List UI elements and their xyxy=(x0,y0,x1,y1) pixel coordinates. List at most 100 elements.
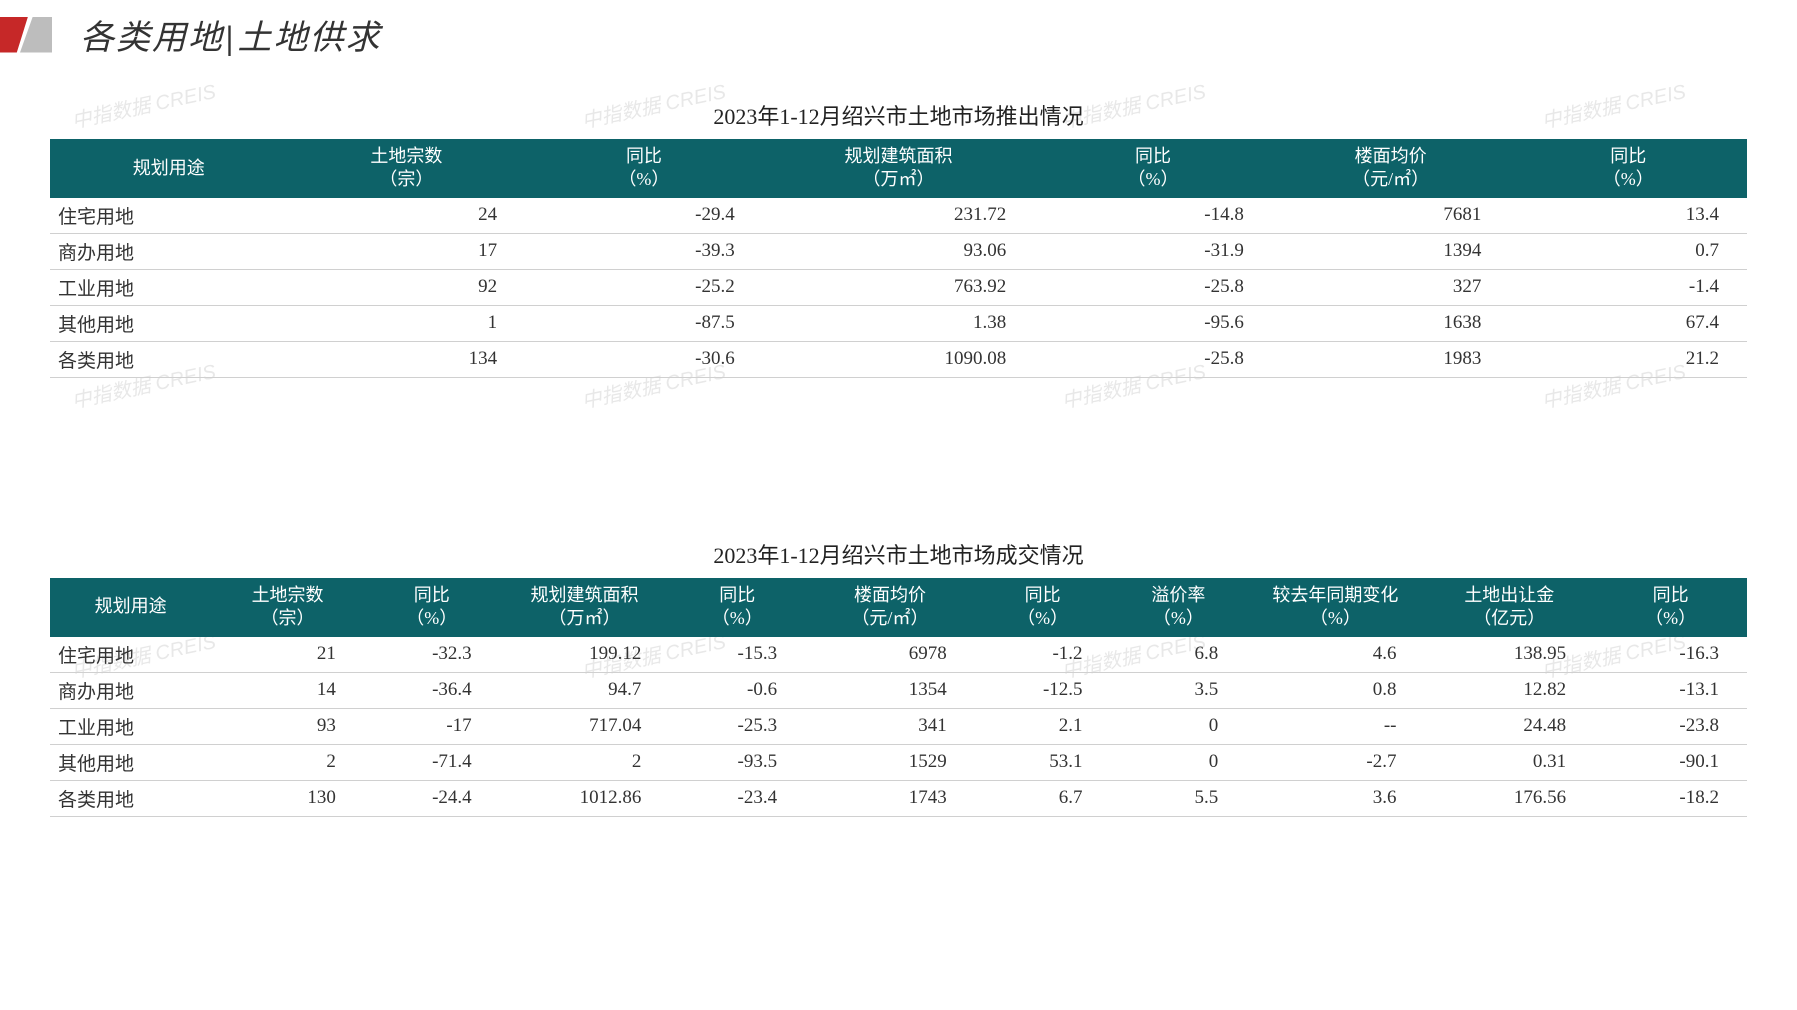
cell: 0.31 xyxy=(1424,744,1594,780)
cell: 6.8 xyxy=(1111,637,1247,673)
table1-header: 规划用途 xyxy=(50,139,288,198)
cell: -12.5 xyxy=(975,672,1111,708)
cell: 0 xyxy=(1111,744,1247,780)
cell: 341 xyxy=(805,708,975,744)
cell: -95.6 xyxy=(1034,305,1272,341)
cell: -2.7 xyxy=(1246,744,1424,780)
cell: -17 xyxy=(364,708,500,744)
cell: 24 xyxy=(288,198,526,234)
cell: 53.1 xyxy=(975,744,1111,780)
cell: 2 xyxy=(500,744,670,780)
cell: -23.4 xyxy=(669,780,805,816)
cell: 1983 xyxy=(1272,341,1510,377)
table-row: 住宅用地21-32.3199.12-15.36978-1.26.84.6138.… xyxy=(50,637,1747,673)
cell: -36.4 xyxy=(364,672,500,708)
cell: 21 xyxy=(211,637,364,673)
cell: 1012.86 xyxy=(500,780,670,816)
cell: 21.2 xyxy=(1509,341,1747,377)
table2-header: 同比（%） xyxy=(364,578,500,637)
cell: 327 xyxy=(1272,269,1510,305)
cell: 1638 xyxy=(1272,305,1510,341)
row-label: 商办用地 xyxy=(50,672,211,708)
cell: 3.5 xyxy=(1111,672,1247,708)
cell: 93 xyxy=(211,708,364,744)
cell: 94.7 xyxy=(500,672,670,708)
cell: -13.1 xyxy=(1594,672,1747,708)
table2-header: 溢价率（%） xyxy=(1111,578,1247,637)
page-header: 各类用地|土地供求 xyxy=(0,0,1797,69)
cell: 717.04 xyxy=(500,708,670,744)
cell: 6.7 xyxy=(975,780,1111,816)
table-row: 工业用地93-17717.04-25.33412.10--24.48-23.8 xyxy=(50,708,1747,744)
cell: 17 xyxy=(288,233,526,269)
table-row: 工业用地92-25.2763.92-25.8327-1.4 xyxy=(50,269,1747,305)
table1-header: 规划建筑面积（万㎡） xyxy=(763,139,1035,198)
table1-header: 同比（%） xyxy=(525,139,763,198)
table1-header: 同比（%） xyxy=(1509,139,1747,198)
table2-header: 土地宗数（宗） xyxy=(211,578,364,637)
cell: -16.3 xyxy=(1594,637,1747,673)
cell: 92 xyxy=(288,269,526,305)
table1-header: 同比（%） xyxy=(1034,139,1272,198)
table2-header: 规划用途 xyxy=(50,578,211,637)
cell: -- xyxy=(1246,708,1424,744)
row-label: 各类用地 xyxy=(50,341,288,377)
cell: 231.72 xyxy=(763,198,1035,234)
cell: -1.2 xyxy=(975,637,1111,673)
table2-header: 楼面均价（元/㎡） xyxy=(805,578,975,637)
row-label: 其他用地 xyxy=(50,744,211,780)
cell: 1529 xyxy=(805,744,975,780)
row-label: 工业用地 xyxy=(50,708,211,744)
row-label: 工业用地 xyxy=(50,269,288,305)
cell: 93.06 xyxy=(763,233,1035,269)
cell: 13.4 xyxy=(1509,198,1747,234)
cell: -14.8 xyxy=(1034,198,1272,234)
title-right: 土地供求 xyxy=(238,20,382,57)
row-label: 住宅用地 xyxy=(50,637,211,673)
table2-header: 同比（%） xyxy=(975,578,1111,637)
cell: 1394 xyxy=(1272,233,1510,269)
cell: 0 xyxy=(1111,708,1247,744)
cell: 24.48 xyxy=(1424,708,1594,744)
table-row: 其他用地2-71.42-93.5152953.10-2.70.31-90.1 xyxy=(50,744,1747,780)
cell: -23.8 xyxy=(1594,708,1747,744)
cell: 130 xyxy=(211,780,364,816)
cell: -29.4 xyxy=(525,198,763,234)
cell: 0.8 xyxy=(1246,672,1424,708)
row-label: 其他用地 xyxy=(50,305,288,341)
cell: -25.3 xyxy=(669,708,805,744)
cell: 1354 xyxy=(805,672,975,708)
table1: 规划用途土地宗数（宗）同比（%）规划建筑面积（万㎡）同比（%）楼面均价（元/㎡）… xyxy=(50,139,1747,378)
cell: 4.6 xyxy=(1246,637,1424,673)
table1-title: 2023年1-12月绍兴市土地市场推出情况 xyxy=(50,99,1747,131)
cell: -24.4 xyxy=(364,780,500,816)
cell: 199.12 xyxy=(500,637,670,673)
cell: 0.7 xyxy=(1509,233,1747,269)
cell: 3.6 xyxy=(1246,780,1424,816)
cell: -39.3 xyxy=(525,233,763,269)
table1-header: 土地宗数（宗） xyxy=(288,139,526,198)
table-row: 住宅用地24-29.4231.72-14.8768113.4 xyxy=(50,198,1747,234)
cell: -71.4 xyxy=(364,744,500,780)
row-label: 住宅用地 xyxy=(50,198,288,234)
cell: 1.38 xyxy=(763,305,1035,341)
cell: -18.2 xyxy=(1594,780,1747,816)
table2-title: 2023年1-12月绍兴市土地市场成交情况 xyxy=(50,538,1747,570)
table1-header: 楼面均价（元/㎡） xyxy=(1272,139,1510,198)
cell: 2.1 xyxy=(975,708,1111,744)
cell: -1.4 xyxy=(1509,269,1747,305)
cell: 138.95 xyxy=(1424,637,1594,673)
page-title: 各类用地|土地供求 xyxy=(80,10,382,59)
table2-header: 同比（%） xyxy=(669,578,805,637)
row-label: 商办用地 xyxy=(50,233,288,269)
cell: -0.6 xyxy=(669,672,805,708)
cell: -32.3 xyxy=(364,637,500,673)
cell: -87.5 xyxy=(525,305,763,341)
cell: 1090.08 xyxy=(763,341,1035,377)
cell: 12.82 xyxy=(1424,672,1594,708)
cell: 176.56 xyxy=(1424,780,1594,816)
table2-header: 同比（%） xyxy=(1594,578,1747,637)
table-row: 各类用地134-30.61090.08-25.8198321.2 xyxy=(50,341,1747,377)
cell: -31.9 xyxy=(1034,233,1272,269)
title-left: 各类用地 xyxy=(80,20,224,57)
